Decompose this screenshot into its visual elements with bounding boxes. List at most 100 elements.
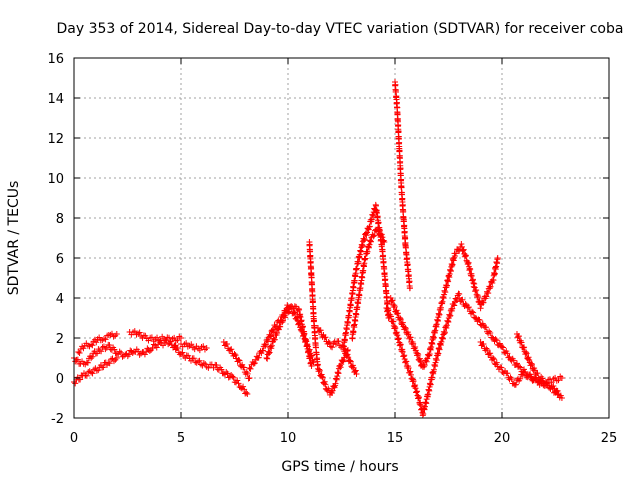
data-point	[199, 362, 206, 369]
data-point	[376, 226, 383, 233]
data-point	[271, 336, 278, 343]
data-point	[514, 334, 521, 341]
data-point	[558, 375, 565, 381]
data-point	[322, 381, 329, 388]
data-point	[251, 360, 258, 367]
data-point	[489, 279, 496, 286]
data-point	[196, 357, 203, 364]
data-point	[174, 344, 181, 351]
data-point	[380, 237, 387, 244]
data-point	[504, 370, 511, 377]
data-point	[476, 316, 483, 323]
plot-frame	[73, 57, 610, 419]
data-point	[218, 366, 225, 373]
data-point	[89, 353, 96, 360]
data-point	[77, 346, 84, 353]
data-point	[407, 368, 414, 375]
y-tick-label: 6	[56, 252, 64, 267]
data-point	[195, 358, 202, 365]
data-point	[543, 380, 550, 387]
data-point	[332, 341, 339, 348]
data-point	[494, 255, 501, 261]
data-point	[414, 350, 421, 357]
data-point	[292, 311, 299, 318]
data-point	[102, 336, 109, 343]
x-tick-label: 10	[280, 431, 297, 446]
data-point	[235, 356, 242, 363]
data-point	[365, 226, 372, 233]
data-point	[255, 354, 262, 361]
data-point	[558, 395, 565, 401]
data-point	[316, 367, 323, 374]
data-point	[463, 252, 470, 259]
data-point	[321, 334, 328, 341]
data-point	[361, 237, 368, 244]
data-point	[316, 366, 323, 373]
data-point	[185, 352, 192, 359]
data-point	[486, 285, 493, 292]
data-point	[548, 379, 555, 386]
data-point	[102, 346, 109, 353]
data-point	[534, 370, 541, 377]
data-point	[282, 314, 289, 321]
y-tick-label: 14	[47, 92, 64, 107]
data-point	[489, 355, 496, 362]
series-track-i	[263, 303, 315, 369]
data-point	[517, 375, 524, 382]
data-point	[106, 342, 113, 349]
data-point	[516, 363, 523, 370]
data-point	[412, 347, 419, 354]
data-point	[203, 345, 210, 351]
y-tick-label: 2	[56, 332, 64, 347]
data-point	[183, 340, 190, 347]
data-point	[487, 283, 494, 290]
data-point	[321, 378, 328, 385]
ticks-layer: 0 5 10 15 20 25 -2 0 2 4 6 8 10 12 14 16	[47, 52, 617, 446]
data-point	[166, 334, 173, 341]
data-point	[462, 252, 469, 259]
data-point	[192, 359, 199, 366]
data-point	[462, 300, 469, 307]
data-point	[484, 288, 491, 295]
data-point	[496, 340, 503, 347]
data-point	[234, 377, 241, 384]
data-point	[308, 363, 315, 369]
data-point	[263, 355, 270, 361]
data-point	[240, 364, 247, 371]
data-point	[329, 344, 336, 351]
data-point	[100, 343, 107, 350]
data-point	[88, 355, 95, 362]
y-tick-label: 12	[47, 132, 64, 147]
data-point	[317, 327, 324, 334]
data-point	[148, 334, 155, 341]
data-point	[322, 334, 329, 341]
data-point	[530, 377, 537, 384]
y-tick-label: -2	[51, 412, 64, 427]
data-point	[89, 370, 96, 377]
data-point	[72, 380, 79, 387]
data-point	[178, 335, 184, 341]
series-track-l	[340, 201, 392, 350]
data-point	[460, 247, 467, 254]
data-point	[376, 227, 383, 234]
data-point	[200, 360, 207, 367]
data-point	[487, 330, 494, 337]
data-point	[510, 357, 517, 364]
data-point	[224, 340, 231, 347]
data-point	[524, 374, 531, 381]
data-point	[424, 355, 431, 362]
data-point	[275, 326, 282, 333]
data-point	[132, 348, 139, 355]
x-axis-label: GPS time / hours	[281, 459, 398, 475]
data-point	[285, 309, 291, 316]
data-point	[410, 340, 417, 347]
data-point	[487, 350, 494, 357]
data-point	[539, 375, 546, 382]
data-point	[115, 351, 122, 358]
data-point	[291, 303, 298, 310]
data-point	[138, 350, 145, 357]
data-point	[371, 232, 378, 239]
series-track-n	[392, 79, 413, 292]
data-point	[394, 310, 401, 317]
data-point	[391, 303, 398, 310]
